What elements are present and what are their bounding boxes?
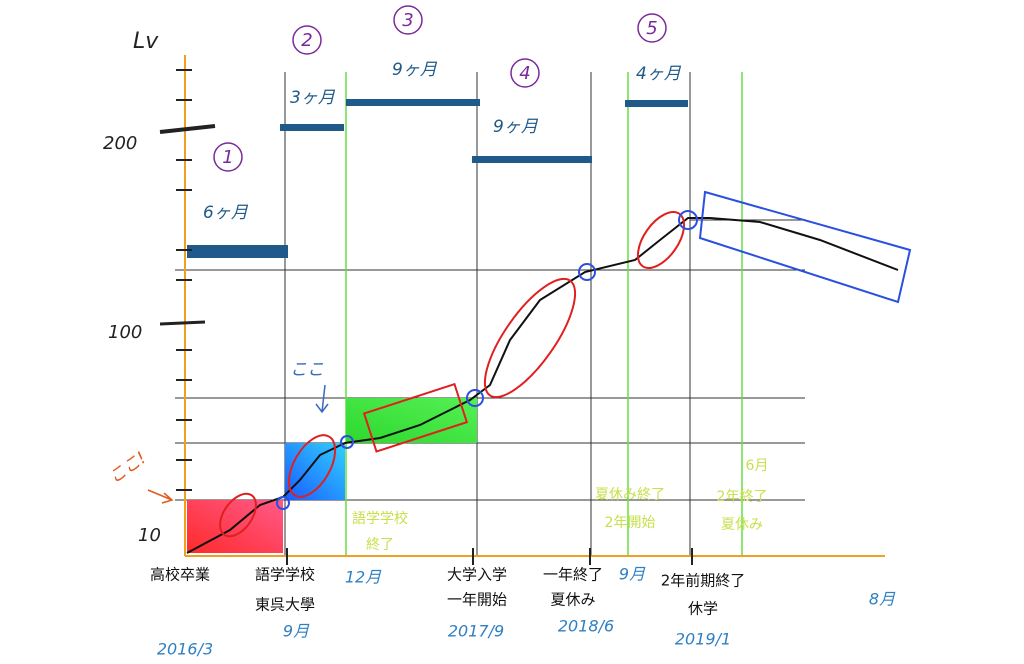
phase-duration: 4ヶ月 <box>636 64 682 84</box>
milestone: 一年開始 <box>447 591 507 609</box>
milestone: 2年前期終了 <box>661 572 746 590</box>
green-note: 2年開始 <box>605 515 656 531</box>
duration-bar <box>346 99 480 106</box>
phase-block <box>346 398 477 443</box>
green-note: 語学学校 <box>352 510 408 527</box>
arrow <box>147 489 174 504</box>
y-ticks <box>159 69 216 491</box>
annotation: ここ! <box>105 448 150 488</box>
date: 8月 <box>869 590 896 609</box>
y-label: 10 <box>138 525 161 546</box>
phase-duration: 9ヶ月 <box>493 117 539 137</box>
y-label: 200 <box>103 133 137 154</box>
milestone: 高校卒業 <box>150 566 210 584</box>
annotation: ここ <box>290 360 324 380</box>
axis-title: Lv <box>133 29 159 54</box>
phase-duration: 3ヶ月 <box>290 88 336 108</box>
duration-bar <box>625 100 688 107</box>
y-label: 100 <box>108 322 142 343</box>
green-note: 終了 <box>366 537 394 553</box>
milestone: 大学入学 <box>447 566 507 584</box>
milestone: 夏休み <box>550 591 595 609</box>
phase-duration: 9ヶ月 <box>392 60 438 80</box>
milestone: 東呉大學 <box>255 596 315 614</box>
phase-number: 3 <box>402 10 413 31</box>
phase-number: 4 <box>519 63 530 84</box>
milestone: 語学学校 <box>255 566 315 584</box>
green-note: 6月 <box>746 458 769 474</box>
duration-bar <box>472 156 592 163</box>
x-ticks <box>286 548 693 565</box>
date: 2017/9 <box>448 622 504 641</box>
date: 2016/3 <box>157 640 213 659</box>
milestone: 一年終了 <box>543 566 603 584</box>
date: 2018/6 <box>558 617 614 636</box>
green-note: 夏休み終了 <box>595 487 665 503</box>
phase-number: 5 <box>646 18 657 39</box>
date: 9月 <box>619 565 646 584</box>
date: 9月 <box>283 622 310 641</box>
arrow <box>315 384 329 414</box>
green-note: 夏休み <box>721 517 763 533</box>
phase-duration: 6ヶ月 <box>203 203 249 223</box>
milestone: 休学 <box>688 600 718 618</box>
phase-circles <box>213 5 667 172</box>
date: 2019/1 <box>675 630 731 649</box>
highlights <box>219 211 686 538</box>
phase-number: 2 <box>301 30 312 51</box>
checkpoints <box>276 190 912 510</box>
green-note: 2年終了 <box>717 489 768 505</box>
date: 12月 <box>345 568 382 587</box>
duration-bar <box>187 245 288 258</box>
phase-number: 1 <box>222 147 233 168</box>
duration-bar <box>280 124 344 131</box>
